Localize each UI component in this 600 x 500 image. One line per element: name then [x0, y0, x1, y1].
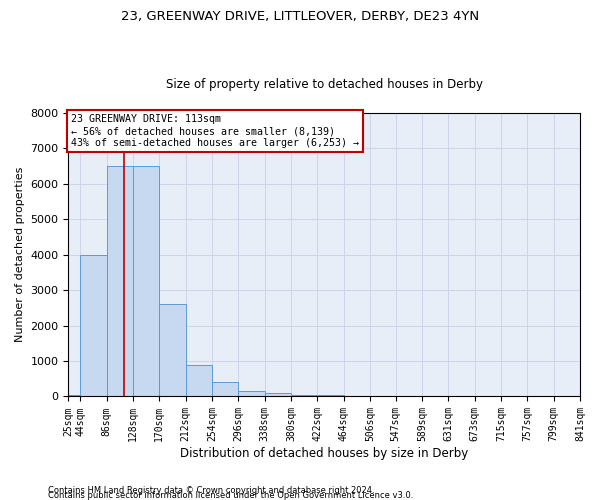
Bar [291, 394, 317, 396]
Y-axis label: Number of detached properties: Number of detached properties [15, 167, 25, 342]
Bar [107, 166, 133, 396]
Text: 23, GREENWAY DRIVE, LITTLEOVER, DERBY, DE23 4YN: 23, GREENWAY DRIVE, LITTLEOVER, DERBY, D… [121, 10, 479, 23]
Text: Contains HM Land Registry data © Crown copyright and database right 2024.: Contains HM Land Registry data © Crown c… [48, 486, 374, 495]
Bar [160, 304, 185, 396]
Bar [133, 166, 160, 396]
Bar [238, 391, 265, 396]
Bar [265, 393, 291, 396]
Text: Contains public sector information licensed under the Open Government Licence v3: Contains public sector information licen… [48, 491, 413, 500]
Bar [80, 254, 107, 396]
Bar [68, 394, 80, 396]
Bar [212, 382, 238, 396]
Title: Size of property relative to detached houses in Derby: Size of property relative to detached ho… [166, 78, 483, 91]
Text: 23 GREENWAY DRIVE: 113sqm
← 56% of detached houses are smaller (8,139)
43% of se: 23 GREENWAY DRIVE: 113sqm ← 56% of detac… [71, 114, 359, 148]
Bar [185, 364, 212, 396]
X-axis label: Distribution of detached houses by size in Derby: Distribution of detached houses by size … [180, 447, 469, 460]
